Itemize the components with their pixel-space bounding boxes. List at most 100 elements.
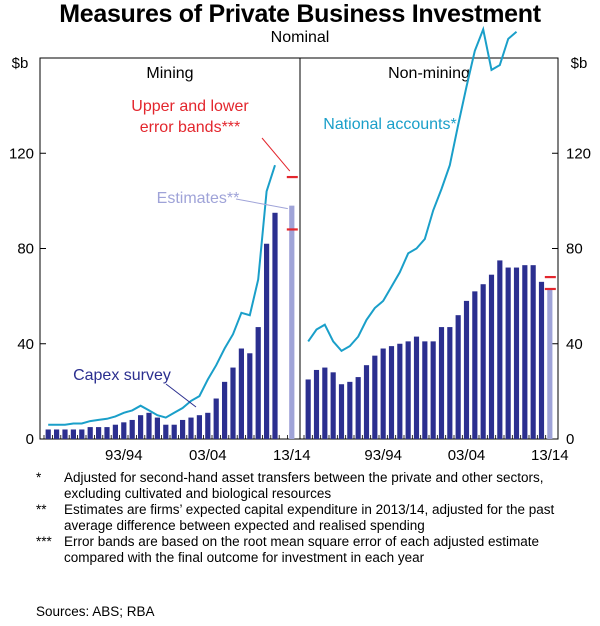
capex-bar xyxy=(62,429,68,439)
capex-bar xyxy=(238,348,245,439)
y-tick-label-left: 0 xyxy=(26,431,34,448)
footnote-3: *** Error bands are based on the root mea… xyxy=(36,534,576,566)
source-line: Sources: ABS; RBA xyxy=(36,604,155,619)
capex-bar xyxy=(305,379,311,439)
footnote-text: Estimates are firms’ expected capital ex… xyxy=(64,502,555,533)
annotation-capex: Capex survey xyxy=(73,367,171,384)
capex-bar xyxy=(263,243,270,439)
capex-bar xyxy=(87,427,93,439)
footnotes: * Adjusted for second-hand asset transfer… xyxy=(36,470,576,566)
x-tick-label: 13/14 xyxy=(273,447,311,464)
capex-bar xyxy=(221,381,228,439)
y-tick-label-right: 80 xyxy=(566,241,583,258)
capex-bar xyxy=(513,267,520,439)
capex-bar xyxy=(188,417,194,439)
capex-bar xyxy=(388,346,395,439)
national-accounts-line xyxy=(48,164,276,426)
x-tick-label: 03/04 xyxy=(189,447,227,464)
x-tick-label: 13/14 xyxy=(531,447,569,464)
capex-bar xyxy=(355,377,361,439)
y-tick-label-right: 120 xyxy=(566,145,591,162)
capex-bar xyxy=(497,260,503,439)
capex-bar xyxy=(154,417,161,439)
capex-bar xyxy=(104,427,110,439)
y-axis-unit-right: $b xyxy=(571,55,588,72)
chart-subtitle: Nominal xyxy=(270,29,330,46)
capex-bar xyxy=(53,429,60,439)
capex-bar xyxy=(447,327,453,439)
annotation-error-bands-line2: error bands*** xyxy=(140,119,241,136)
capex-bar xyxy=(79,429,85,439)
capex-bar xyxy=(205,412,211,439)
capex-bar xyxy=(179,419,186,439)
capex-bar xyxy=(480,284,486,439)
capex-bar xyxy=(372,355,378,439)
capex-bar xyxy=(137,415,144,439)
capex-bar xyxy=(163,424,169,439)
footnote-marker: ** xyxy=(36,502,47,517)
x-tick-label: 03/04 xyxy=(448,447,486,464)
x-tick-label: 93/94 xyxy=(364,447,402,464)
capex-bar xyxy=(463,300,470,439)
footnote-marker: * xyxy=(36,470,42,485)
x-tick-label: 93/94 xyxy=(105,447,143,464)
estimate-bar xyxy=(289,205,295,439)
capex-bar xyxy=(121,422,127,439)
y-tick-label-right: 0 xyxy=(566,431,574,448)
footnote-marker: *** xyxy=(36,534,52,549)
y-tick-label-left: 120 xyxy=(9,145,34,162)
capex-bar xyxy=(171,424,177,439)
capex-bar xyxy=(505,267,511,439)
capex-bar xyxy=(347,381,353,439)
capex-bar xyxy=(363,365,370,439)
capex-bar xyxy=(430,341,436,439)
annotation-national-accounts: National accounts* xyxy=(323,116,456,133)
y-tick-label-right: 40 xyxy=(566,336,583,353)
capex-bar xyxy=(112,424,119,439)
capex-bar xyxy=(530,265,536,439)
annotation-error-bands-line1: Upper and lower xyxy=(131,98,249,115)
capex-bar xyxy=(322,367,328,439)
capex-bar xyxy=(45,429,51,439)
capex-bar xyxy=(230,367,236,439)
capex-bar xyxy=(330,372,336,439)
chart-title: Measures of Private Business Investment xyxy=(59,0,541,28)
capex-bar xyxy=(488,274,495,439)
capex-bar xyxy=(455,315,461,439)
capex-bar xyxy=(247,353,253,439)
capex-bar xyxy=(95,427,102,439)
capex-bar xyxy=(338,384,345,439)
chart-area: $b $b 0 0 40 40 80 80 120 120 Mining 93/94 03/04 13/1… xyxy=(9,25,591,464)
annotation-estimates-pointer xyxy=(235,198,288,210)
estimate-bar xyxy=(547,288,553,439)
panel-title: Mining xyxy=(146,65,193,82)
capex-bar xyxy=(380,348,386,439)
annotation-error-bands-pointer xyxy=(261,137,291,172)
capex-bar xyxy=(196,415,203,439)
capex-bar xyxy=(397,343,403,439)
footnote-text: Error bands are based on the root mean s… xyxy=(64,534,540,565)
capex-bar xyxy=(213,398,219,439)
y-tick-label-left: 80 xyxy=(17,241,34,258)
capex-bar xyxy=(522,265,528,439)
capex-bar xyxy=(438,327,445,439)
footnote-2: ** Estimates are firms’ expected capital … xyxy=(36,502,576,534)
capex-bar xyxy=(313,369,320,439)
capex-bar xyxy=(472,291,478,439)
panel-title: Non-mining xyxy=(388,65,470,82)
capex-bar xyxy=(255,327,261,439)
capex-bar xyxy=(70,429,77,439)
capex-bar xyxy=(405,341,411,439)
capex-bar xyxy=(422,341,428,439)
national-accounts-line xyxy=(307,25,518,353)
capex-bar xyxy=(413,336,420,439)
y-tick-label-left: 40 xyxy=(17,336,34,353)
footnote-text: Adjusted for second-hand asset transfers… xyxy=(64,470,544,501)
annotation-estimates: Estimates** xyxy=(157,190,240,207)
footnote-1: * Adjusted for second-hand asset transfer… xyxy=(36,470,576,502)
capex-bar xyxy=(146,412,152,439)
y-axis-unit-left: $b xyxy=(12,55,29,72)
capex-bar xyxy=(272,212,278,439)
capex-bar xyxy=(129,419,135,439)
capex-bar xyxy=(538,281,545,439)
